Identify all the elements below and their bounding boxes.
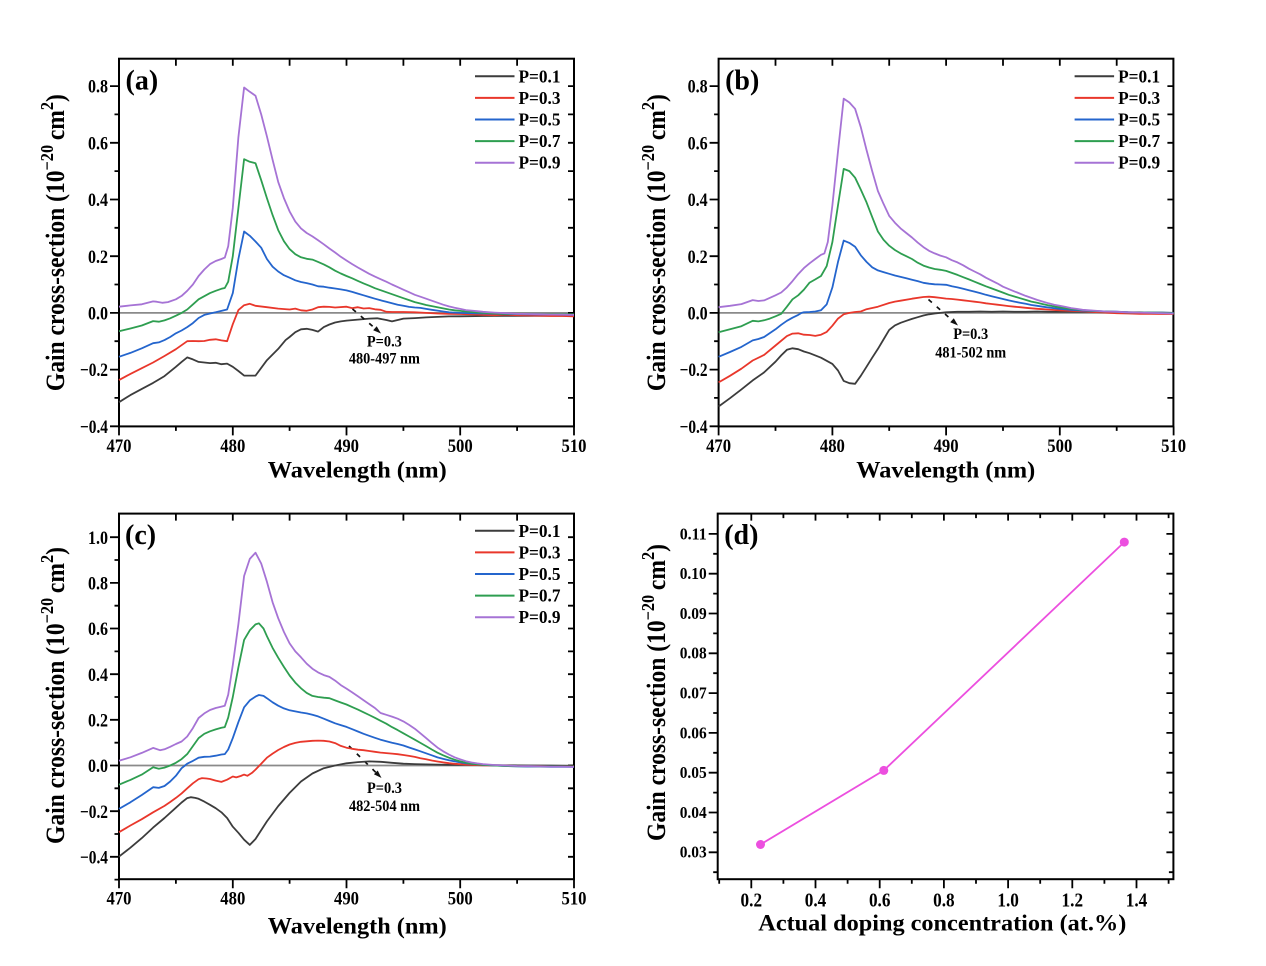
svg-text:0.4: 0.4 bbox=[688, 190, 708, 211]
svg-text:0.10: 0.10 bbox=[680, 564, 707, 583]
svg-text:0.8: 0.8 bbox=[88, 574, 108, 595]
svg-text:480-497 nm: 480-497 nm bbox=[349, 350, 420, 367]
svg-text:481-502 nm: 481-502 nm bbox=[935, 345, 1006, 362]
svg-text:0.4: 0.4 bbox=[805, 891, 827, 912]
svg-text:P=0.3: P=0.3 bbox=[519, 542, 561, 562]
svg-text:P=0.1: P=0.1 bbox=[519, 521, 561, 541]
svg-text:480: 480 bbox=[220, 889, 245, 910]
svg-text:0.4: 0.4 bbox=[88, 190, 108, 211]
svg-text:Gain cross-section (10−20 cm2): Gain cross-section (10−20 cm2) bbox=[37, 94, 70, 391]
svg-text:470: 470 bbox=[107, 436, 132, 457]
svg-text:480: 480 bbox=[820, 436, 845, 457]
svg-text:0.4: 0.4 bbox=[88, 665, 108, 686]
svg-text:0.0: 0.0 bbox=[88, 756, 108, 777]
svg-text:−0.4: −0.4 bbox=[80, 417, 108, 438]
svg-text:Gain cross-section (10−20 cm2): Gain cross-section (10−20 cm2) bbox=[638, 94, 671, 391]
svg-text:0.8: 0.8 bbox=[688, 77, 708, 98]
svg-text:P=0.3: P=0.3 bbox=[519, 88, 561, 108]
svg-text:Wavelength (nm): Wavelength (nm) bbox=[268, 914, 447, 939]
svg-text:490: 490 bbox=[934, 436, 959, 457]
svg-text:482-504 nm: 482-504 nm bbox=[349, 798, 420, 815]
svg-text:0.06: 0.06 bbox=[680, 723, 707, 742]
svg-text:0.0: 0.0 bbox=[688, 304, 708, 325]
svg-text:Actual doping concentration (a: Actual doping concentration (at.%) bbox=[758, 911, 1126, 936]
svg-text:0.05: 0.05 bbox=[680, 763, 707, 782]
svg-text:Wavelength (nm): Wavelength (nm) bbox=[856, 457, 1035, 482]
svg-text:470: 470 bbox=[706, 436, 731, 457]
svg-text:Wavelength (nm): Wavelength (nm) bbox=[268, 457, 447, 482]
svg-text:0.6: 0.6 bbox=[88, 619, 108, 640]
svg-text:−0.2: −0.2 bbox=[80, 360, 108, 381]
svg-text:P=0.9: P=0.9 bbox=[519, 607, 561, 627]
svg-text:0.0: 0.0 bbox=[88, 304, 108, 325]
svg-text:(a): (a) bbox=[126, 65, 159, 96]
svg-text:0.6: 0.6 bbox=[688, 133, 708, 154]
svg-text:P=0.5: P=0.5 bbox=[519, 564, 561, 584]
svg-text:P=0.7: P=0.7 bbox=[519, 586, 561, 606]
svg-text:0.09: 0.09 bbox=[680, 604, 707, 623]
svg-text:0.2: 0.2 bbox=[688, 247, 708, 268]
svg-text:P=0.3: P=0.3 bbox=[953, 326, 988, 343]
svg-text:(c): (c) bbox=[125, 520, 156, 551]
svg-text:490: 490 bbox=[334, 889, 359, 910]
svg-text:−0.2: −0.2 bbox=[80, 802, 108, 823]
svg-text:0.6: 0.6 bbox=[88, 133, 108, 154]
svg-text:−0.4: −0.4 bbox=[680, 417, 708, 438]
svg-text:P=0.3: P=0.3 bbox=[367, 780, 402, 797]
svg-text:0.2: 0.2 bbox=[88, 710, 108, 731]
svg-text:470: 470 bbox=[107, 889, 132, 910]
svg-text:−0.4: −0.4 bbox=[80, 847, 108, 868]
svg-text:490: 490 bbox=[334, 436, 359, 457]
svg-text:P=0.5: P=0.5 bbox=[519, 110, 561, 130]
svg-text:1.0: 1.0 bbox=[88, 528, 108, 549]
svg-text:510: 510 bbox=[1161, 436, 1186, 457]
svg-text:0.03: 0.03 bbox=[680, 843, 707, 862]
svg-text:Gain cross-section (10−20 cm2): Gain cross-section (10−20 cm2) bbox=[37, 547, 70, 844]
svg-text:0.2: 0.2 bbox=[88, 247, 108, 268]
svg-text:0.6: 0.6 bbox=[869, 891, 891, 912]
svg-text:1.4: 1.4 bbox=[1126, 891, 1148, 912]
svg-text:(b): (b) bbox=[725, 65, 759, 96]
svg-text:P=0.1: P=0.1 bbox=[519, 66, 561, 86]
svg-text:1.2: 1.2 bbox=[1062, 891, 1084, 912]
svg-text:0.04: 0.04 bbox=[680, 803, 707, 822]
svg-text:0.08: 0.08 bbox=[680, 644, 707, 663]
svg-text:510: 510 bbox=[562, 436, 587, 457]
svg-text:P=0.5: P=0.5 bbox=[1118, 110, 1160, 130]
svg-text:P=0.9: P=0.9 bbox=[1118, 153, 1160, 173]
svg-text:P=0.3: P=0.3 bbox=[1118, 88, 1160, 108]
svg-text:500: 500 bbox=[448, 889, 473, 910]
svg-text:0.8: 0.8 bbox=[933, 891, 955, 912]
svg-text:P=0.7: P=0.7 bbox=[519, 131, 561, 151]
svg-text:P=0.7: P=0.7 bbox=[1118, 131, 1160, 151]
svg-text:0.2: 0.2 bbox=[741, 891, 763, 912]
svg-text:Gain cross-section (10−20 cm2): Gain cross-section (10−20 cm2) bbox=[638, 544, 671, 841]
svg-text:−0.2: −0.2 bbox=[680, 360, 708, 381]
svg-text:500: 500 bbox=[1047, 436, 1072, 457]
svg-text:1.0: 1.0 bbox=[997, 891, 1019, 912]
svg-text:P=0.9: P=0.9 bbox=[519, 153, 561, 173]
svg-text:500: 500 bbox=[448, 436, 473, 457]
svg-text:P=0.1: P=0.1 bbox=[1118, 66, 1160, 86]
svg-text:(d): (d) bbox=[724, 520, 758, 551]
svg-text:0.11: 0.11 bbox=[680, 524, 707, 543]
svg-text:510: 510 bbox=[562, 889, 587, 910]
svg-text:0.07: 0.07 bbox=[680, 684, 707, 703]
svg-text:480: 480 bbox=[220, 436, 245, 457]
svg-text:P=0.3: P=0.3 bbox=[367, 334, 402, 351]
svg-text:0.8: 0.8 bbox=[88, 77, 108, 98]
